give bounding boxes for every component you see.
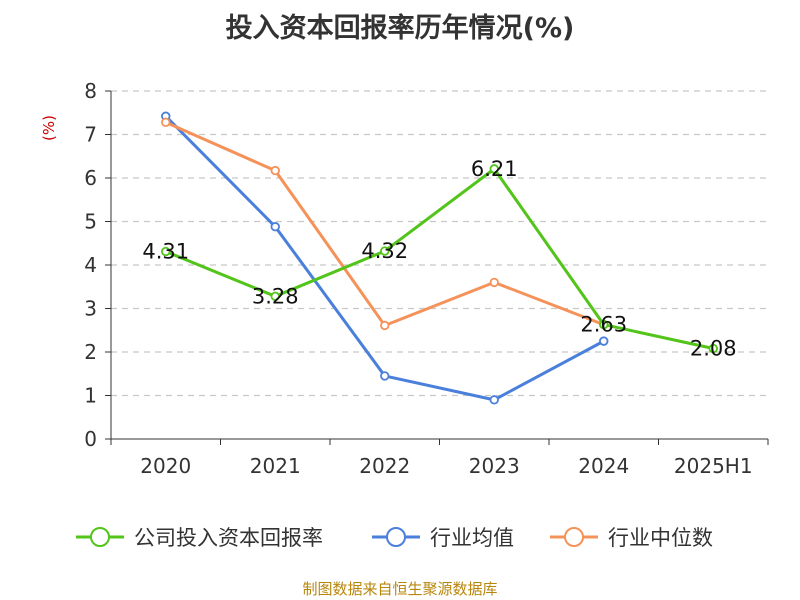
legend-item[interactable]: 行业中位数 [550,526,713,550]
chart-title: 投入资本回报率历年情况(%) [225,13,575,44]
data-labels: 4.31 3.28 4.32 6.21 2.63 2.08 [142,157,736,361]
y-axis-unit-label: (%) [40,115,58,141]
series-line [165,167,714,350]
y-tick-label: 6 [84,166,97,190]
data-point[interactable] [270,291,280,302]
y-tick-label: 7 [84,123,97,147]
data-label: 4.31 [142,240,189,264]
x-tick-label: 2021 [250,454,301,478]
y-tick-label: 5 [84,210,97,234]
data-point[interactable] [161,246,171,257]
data-point[interactable] [489,395,499,405]
y-tick-label: 3 [84,297,97,321]
data-label: 6.21 [471,157,518,181]
x-tick-label: 2020 [140,454,191,478]
data-label: 2.63 [580,313,627,337]
legend-label: 公司投入资本回报率 [134,526,323,550]
axes: 0 1 2 3 4 5 6 7 8 2020 2021 2022 2023 2024 2025H1 [84,79,769,478]
data-point[interactable] [489,164,499,174]
legend-label: 行业均值 [430,526,514,550]
y-tick-label: 2 [84,340,97,364]
data-label: 4.32 [361,239,408,263]
data-point[interactable] [380,246,390,256]
y-tick-label: 8 [84,79,97,103]
data-point[interactable] [161,117,171,128]
data-point[interactable] [489,277,499,288]
series-group [161,111,718,405]
grid-lines [111,90,768,397]
x-tick-label: 2022 [359,454,410,478]
data-label: 2.08 [690,337,737,361]
legend-marker [386,527,406,547]
y-tick-label: 0 [84,427,97,451]
data-point[interactable] [270,165,280,176]
legend-marker [90,527,110,547]
x-tick-label: 2024 [578,454,629,478]
source-note: 制图数据来自恒生聚源数据库 [302,580,498,598]
data-point[interactable] [708,343,718,354]
legend-item[interactable]: 公司投入资本回报率 [76,526,323,550]
data-label: 3.28 [252,284,299,308]
y-tick-label: 1 [84,384,97,408]
data-point[interactable] [270,222,280,232]
legend[interactable]: 公司投入资本回报率 行业均值 行业中位数 [76,526,713,550]
data-point[interactable] [599,336,609,346]
legend-label: 行业中位数 [608,526,713,550]
legend-item[interactable]: 行业均值 [372,526,514,550]
series-line [165,120,605,327]
data-point[interactable] [599,319,609,330]
data-point[interactable] [380,371,390,381]
y-tick-label: 4 [84,253,97,277]
x-tick-label: 2023 [469,454,520,478]
data-point[interactable] [380,320,390,331]
x-tick-label: 2025H1 [674,454,753,478]
legend-marker [564,527,584,547]
